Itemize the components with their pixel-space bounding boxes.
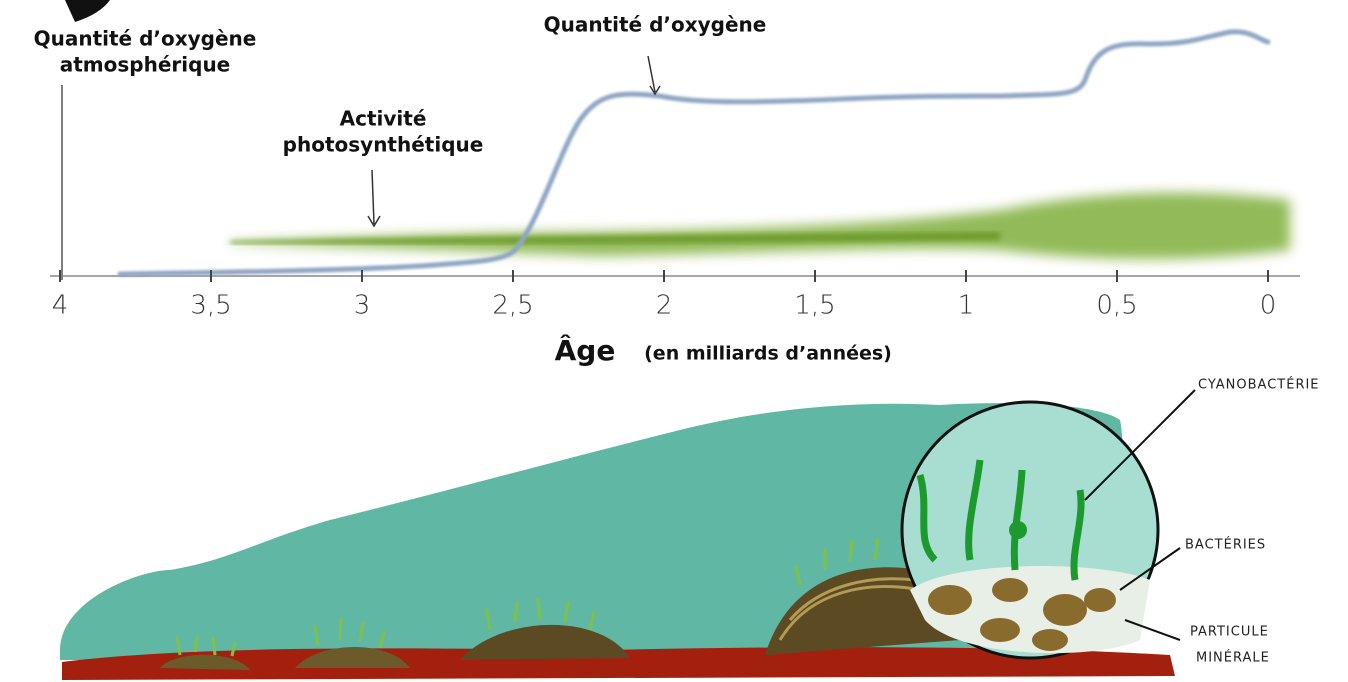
photosynthesis-arrow	[368, 170, 380, 226]
x-tick-label: 4	[52, 291, 69, 321]
x-ticks: 4 3,5 3 2,5 2 1,5 1 0,5 0	[52, 270, 1277, 321]
y-axis-label: Quantité d’oxygène	[34, 27, 257, 51]
oxygen-label: Quantité d’oxygène	[544, 13, 767, 37]
photosynthesis-band	[230, 193, 1290, 259]
x-axis-unit: (en milliards d’années)	[644, 343, 892, 365]
photosynthesis-label: Activité	[340, 107, 427, 131]
x-tick-label: 0	[1260, 291, 1277, 321]
label-cyanobacteria: CYANOBACTÉRIE	[1198, 377, 1320, 393]
label-mineral: PARTICULE	[1190, 625, 1269, 640]
label-mineral: MINÉRALE	[1196, 650, 1270, 666]
x-tick-label: 1,5	[794, 291, 835, 321]
label-bacteria: BACTÉRIES	[1185, 537, 1266, 553]
illustration: Quantité d’oxygène atmosphérique Quantit…	[0, 0, 1348, 682]
page: Quantité d’oxygène atmosphérique Quantit…	[0, 0, 1348, 682]
y-axis-label: atmosphérique	[60, 53, 231, 77]
x-tick-label: 3,5	[190, 291, 231, 321]
x-tick-label: 0,5	[1096, 291, 1137, 321]
photosynthesis-label: photosynthétique	[283, 133, 484, 157]
x-tick-label: 3	[354, 291, 371, 321]
x-tick-label: 1	[958, 291, 975, 321]
x-tick-label: 2	[656, 291, 673, 321]
x-tick-label: 2,5	[492, 291, 533, 321]
oxygen-arrow	[648, 56, 660, 94]
x-axis-title: Âge	[555, 333, 616, 367]
corner-blob	[65, 0, 110, 22]
